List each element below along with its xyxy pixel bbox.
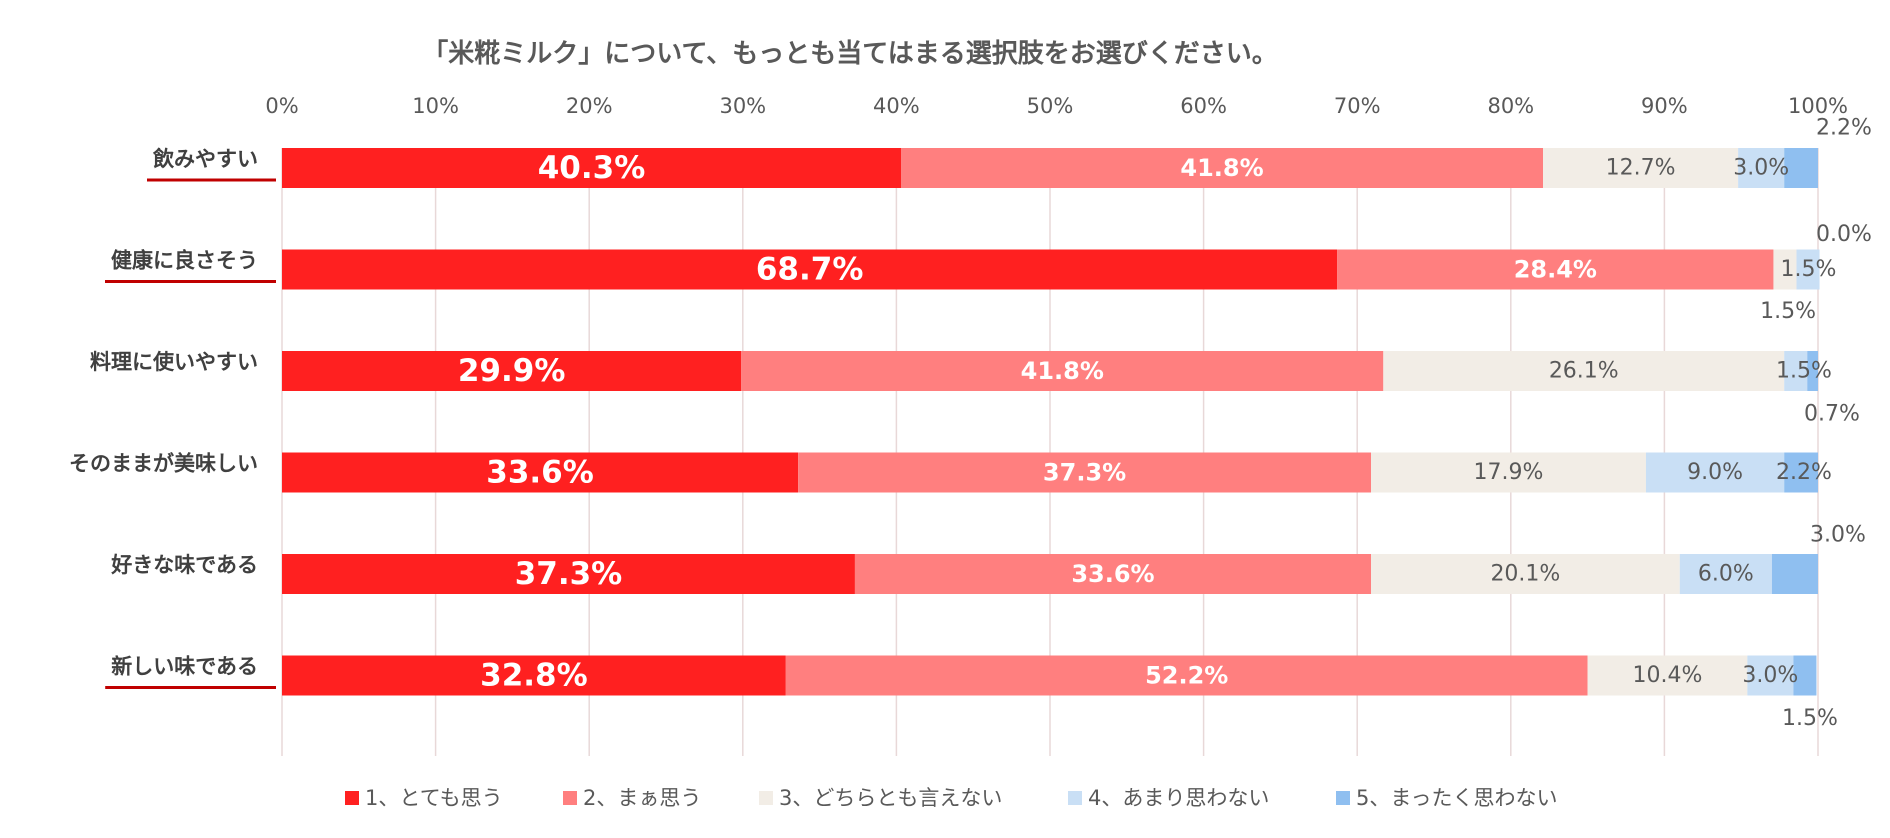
data-label: 26.1% — [1549, 359, 1619, 384]
data-label: 29.9% — [458, 353, 566, 389]
data-label: 3.0% — [1742, 663, 1798, 688]
category-label: 好きな味である — [110, 553, 258, 577]
bar-segment — [1371, 554, 1680, 594]
bar-segment — [282, 351, 742, 391]
category-label: そのままが美味しい — [69, 452, 258, 476]
data-label: 68.7% — [756, 252, 864, 288]
data-label: 0.0% — [1816, 222, 1872, 247]
legend-label: 3、どちらとも言えない — [779, 786, 1002, 810]
x-tick-label: 20% — [566, 94, 613, 118]
x-tick-label: 40% — [873, 94, 920, 118]
data-label: 1.5% — [1782, 706, 1838, 731]
bar-segment — [1679, 554, 1772, 594]
data-label: 3.0% — [1810, 523, 1866, 548]
data-label: 52.2% — [1145, 662, 1228, 690]
data-label: 1.5% — [1781, 257, 1837, 282]
data-label: 6.0% — [1698, 562, 1754, 587]
category-label: 新しい味である — [111, 655, 258, 679]
bar-segment — [1771, 554, 1818, 594]
bar-segment — [1784, 452, 1818, 493]
data-label: 41.8% — [1180, 154, 1263, 182]
category-label: 料理に使いやすい — [90, 350, 258, 374]
data-label: 32.8% — [480, 658, 588, 694]
bars — [282, 148, 1820, 696]
x-tick-label: 0% — [265, 94, 298, 118]
bar-segment — [1645, 452, 1785, 493]
bar-segment — [1587, 655, 1748, 696]
bar-segment — [854, 554, 1372, 594]
category-label: 飲みやすい — [152, 147, 258, 171]
legend-label: 1、とても思う — [365, 786, 503, 810]
data-label: 28.4% — [1514, 256, 1597, 284]
bar-segment — [741, 351, 1384, 391]
gridlines — [281, 148, 1819, 756]
x-tick-label: 10% — [412, 94, 459, 118]
x-tick-label: 90% — [1641, 94, 1688, 118]
data-labels: 40.3% 41.8% 12.7% 3.0% 2.2% 68.7% 28.4% 1.5% 1.5… — [458, 116, 1872, 732]
data-label: 20.1% — [1490, 562, 1560, 587]
data-label: 40.3% — [538, 150, 646, 186]
bar-segment — [1784, 351, 1808, 391]
data-label: 3.0% — [1733, 156, 1789, 181]
x-tick-label: 50% — [1027, 94, 1074, 118]
data-label: 41.8% — [1021, 357, 1104, 385]
bar-segment — [1337, 249, 1774, 290]
bar-segment — [1383, 351, 1785, 391]
legend-swatch — [345, 791, 359, 805]
x-tick-label: 70% — [1334, 94, 1381, 118]
data-label: 33.6% — [1071, 560, 1154, 588]
legend-swatch — [1336, 791, 1350, 805]
data-label: 37.3% — [515, 556, 623, 592]
bar-segment — [282, 554, 855, 594]
legend-label: 5、まったく思わない — [1356, 786, 1558, 810]
legend: 1、とても思う 2、まぁ思う 3、どちらとも言えない 4、あまり思わない 5、まったく思… — [345, 786, 1558, 810]
data-label: 0.7% — [1804, 402, 1860, 427]
bar-segment — [901, 148, 1544, 188]
bar-segment — [1738, 148, 1785, 188]
data-label: 2.2% — [1776, 460, 1832, 485]
bar-segment — [1747, 655, 1794, 696]
category-label: 健康に良さそう — [111, 249, 258, 273]
x-tick-label: 60% — [1180, 94, 1227, 118]
legend-swatch — [1068, 791, 1082, 805]
legend-label: 4、あまり思わない — [1088, 786, 1269, 810]
bar-segment — [282, 148, 902, 188]
bar-segment — [282, 655, 786, 696]
data-label: 1.5% — [1760, 299, 1816, 324]
data-label: 10.4% — [1633, 663, 1703, 688]
bar-segment — [1807, 351, 1818, 391]
x-tick-label: 80% — [1487, 94, 1534, 118]
data-label: 9.0% — [1687, 460, 1743, 485]
legend-label: 2、まぁ思う — [583, 786, 701, 810]
data-label: 1.5% — [1776, 359, 1832, 384]
data-label: 12.7% — [1606, 156, 1676, 181]
bar-segment — [1371, 452, 1646, 493]
chart-title: 「米糀ミルク」について、もっとも当てはまる選択肢をお選びください。 — [422, 38, 1277, 69]
bar-segment — [1796, 249, 1820, 290]
category-labels: 飲みやすい健康に良さそう料理に使いやすいそのままが美味しい好きな味である新しい味… — [69, 147, 276, 689]
bar-segment — [1773, 249, 1797, 290]
bar-segment — [1543, 148, 1739, 188]
bar-segment — [1784, 148, 1818, 188]
legend-swatch — [759, 791, 773, 805]
bar-segment — [282, 249, 1338, 290]
bar-segment — [785, 655, 1588, 696]
x-tick-label: 100% — [1788, 94, 1848, 118]
bar-segment — [798, 452, 1372, 493]
data-label: 2.2% — [1816, 116, 1872, 141]
bar-segment — [282, 452, 799, 493]
legend-swatch — [563, 791, 577, 805]
bar-segment — [1793, 655, 1817, 696]
x-axis-ticks: 0% 10% 20% 30% 40% 50% 60% 70% 80% 90% 100% — [265, 94, 1848, 118]
data-label: 37.3% — [1043, 459, 1126, 487]
x-tick-label: 30% — [719, 94, 766, 118]
data-label: 17.9% — [1474, 460, 1544, 485]
data-label: 33.6% — [486, 455, 594, 491]
